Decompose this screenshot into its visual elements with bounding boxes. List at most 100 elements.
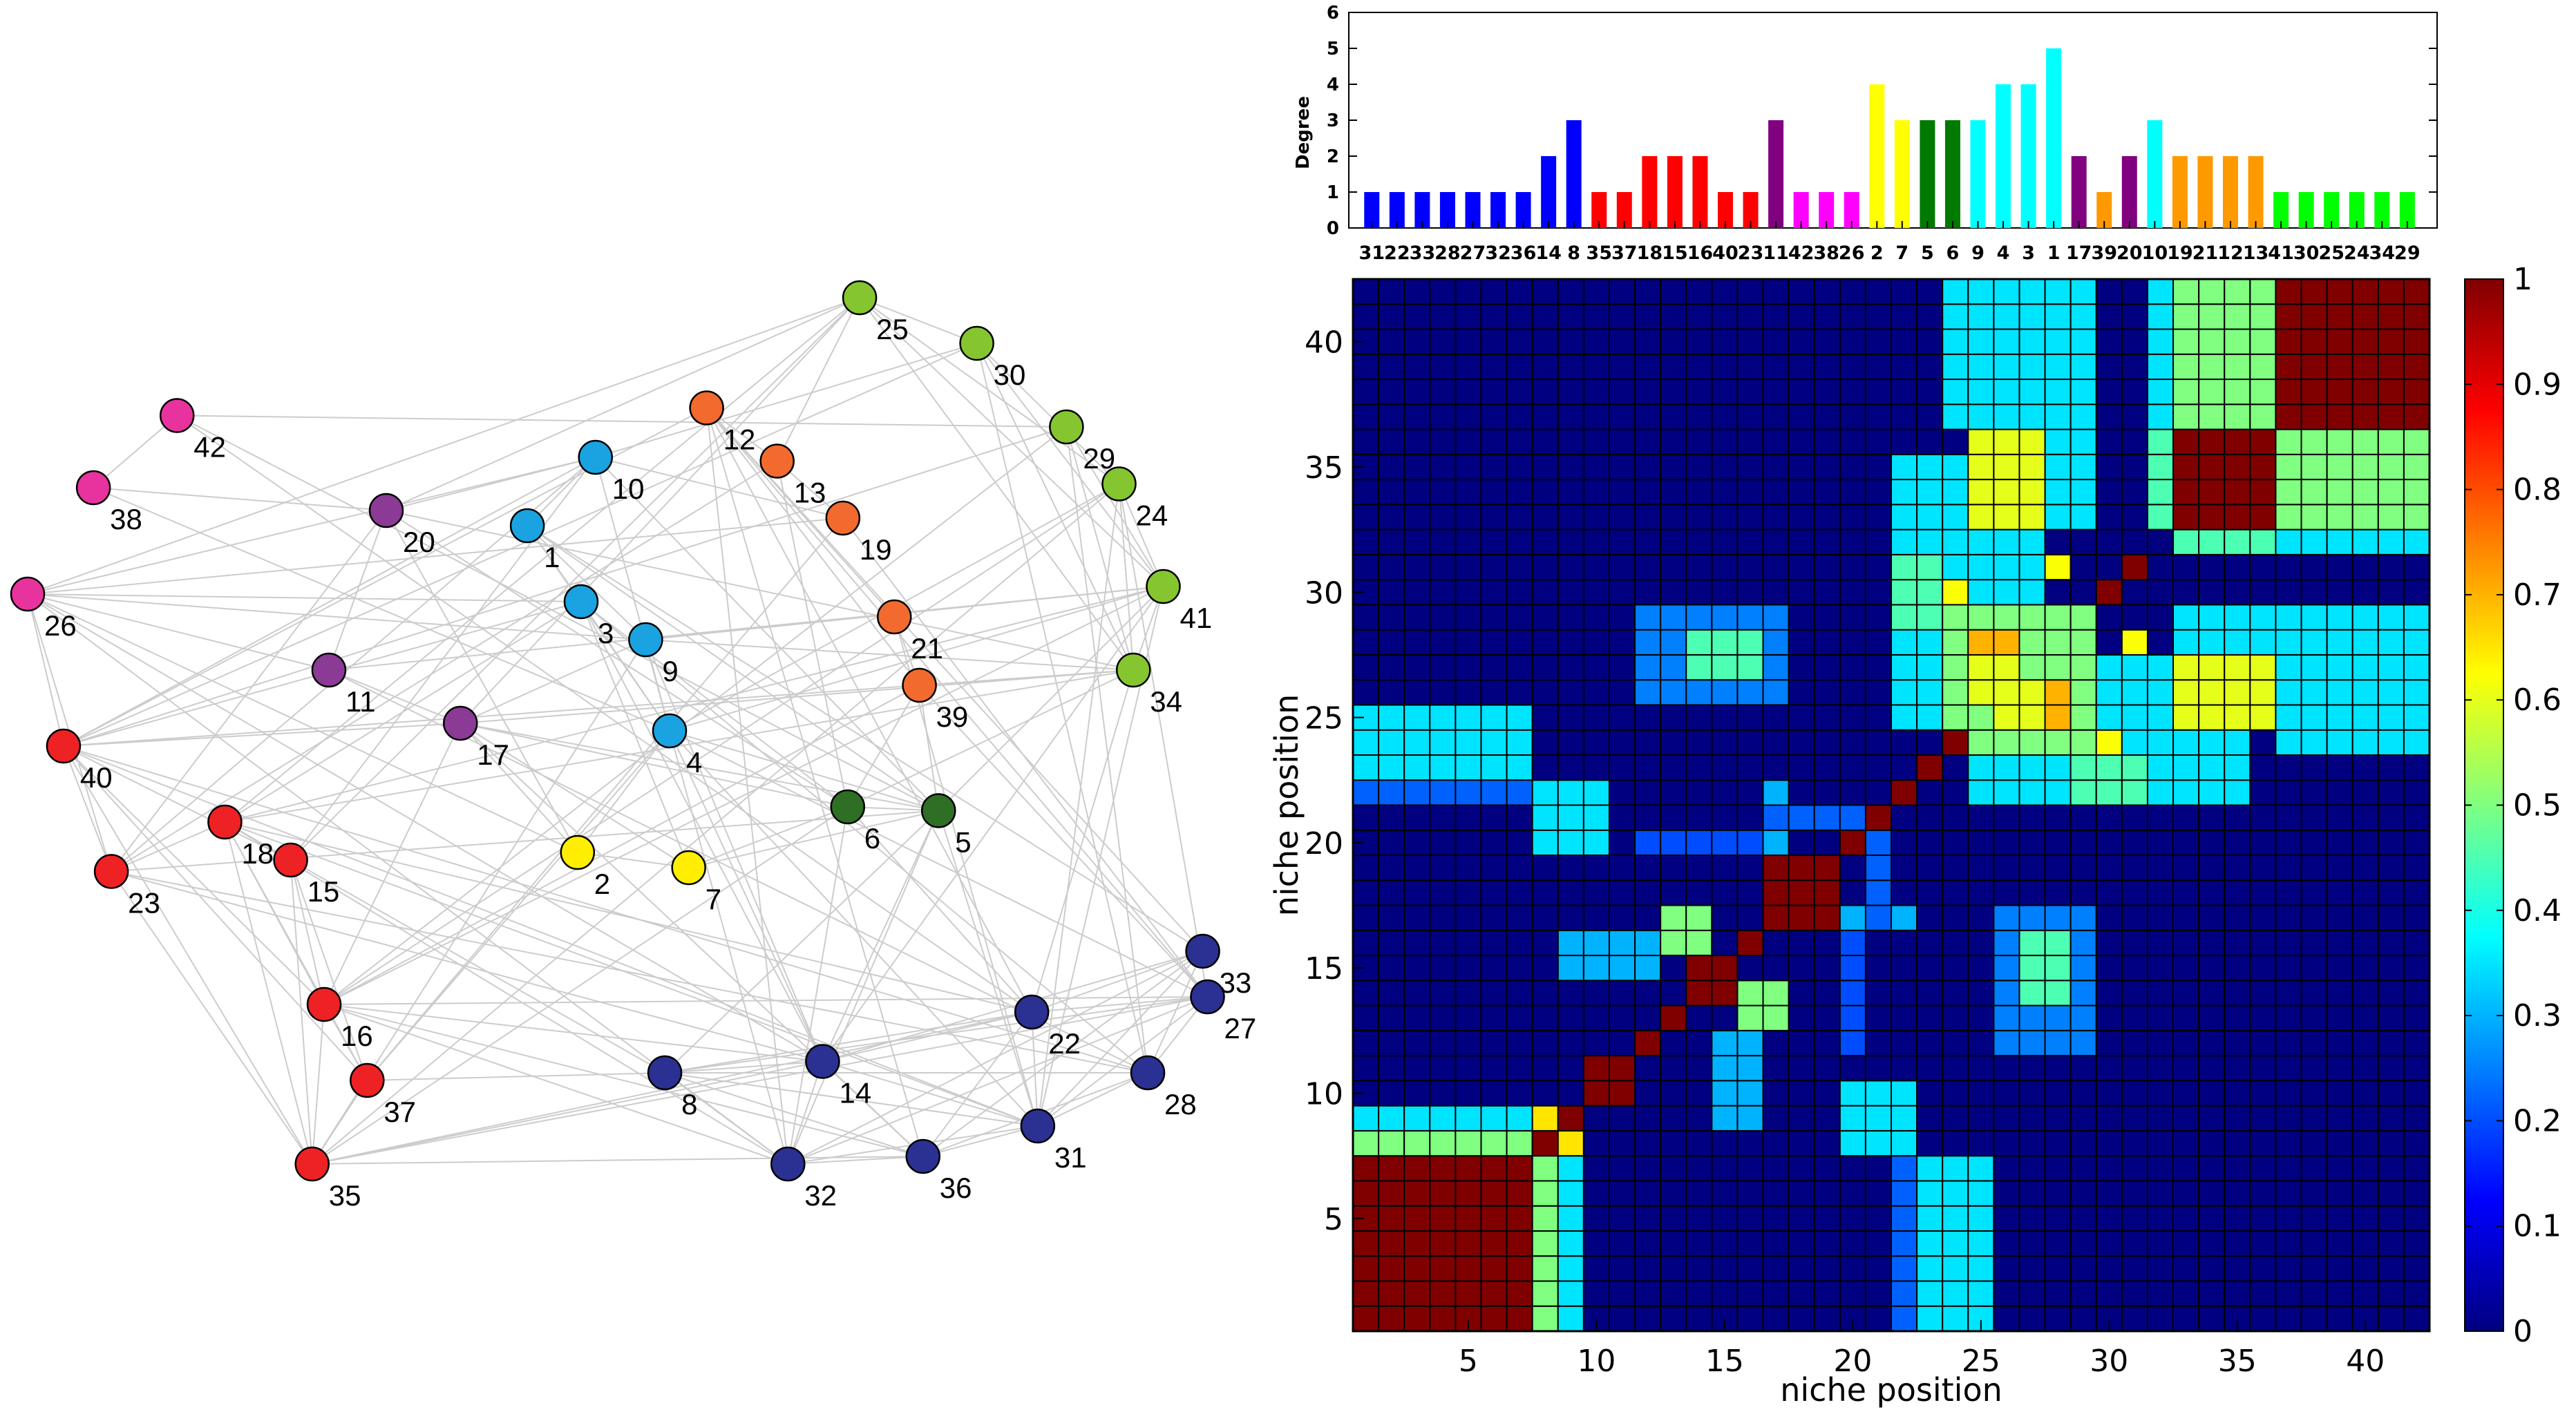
heatmap-cell	[2377, 855, 2405, 881]
heatmap-cell	[1378, 929, 1405, 957]
network-node-label: 21	[911, 632, 943, 665]
heatmap-cell	[1403, 403, 1431, 430]
heatmap-cell	[1864, 1029, 1893, 1057]
heatmap-cell	[2044, 278, 2072, 305]
heatmap-cell	[2249, 579, 2277, 606]
heatmap-y-tick-label: 35	[1305, 450, 1343, 486]
heatmap-cell	[1762, 278, 1790, 305]
degree-x-tick-label: 33	[1410, 242, 1436, 264]
heatmap-cell	[1788, 1305, 1815, 1332]
heatmap-cell	[1352, 379, 1380, 406]
heatmap-cell	[1967, 779, 1995, 806]
degree-bar-40	[1717, 192, 1733, 228]
heatmap-cell	[1864, 604, 1893, 631]
heatmap-cell	[2300, 428, 2328, 455]
degree-bar-28	[1439, 192, 1455, 228]
heatmap-cell	[1993, 1004, 2020, 1031]
heatmap-cell	[1429, 453, 1457, 481]
heatmap-cell	[2224, 1205, 2251, 1232]
degree-x-tick-label: 22	[1384, 242, 1410, 264]
heatmap-cell	[1378, 428, 1405, 455]
heatmap-cell	[2249, 1230, 2277, 1257]
heatmap-cell	[2275, 278, 2302, 305]
heatmap-cell	[1352, 303, 1380, 330]
heatmap-cell	[1813, 629, 1841, 656]
colorbar-tick-label: 0.4	[2513, 893, 2561, 928]
network-edge	[323, 1004, 924, 1157]
network-node-label: 16	[341, 1020, 373, 1052]
heatmap-cell	[2198, 1080, 2226, 1107]
heatmap-cell	[2172, 379, 2200, 406]
heatmap-cell	[1634, 779, 1662, 806]
heatmap-cell	[2044, 528, 2072, 555]
heatmap-cell	[2300, 504, 2328, 531]
heatmap-cell	[2121, 855, 2148, 881]
colorbar-tick-label: 0.9	[2513, 367, 2561, 402]
heatmap-cell	[1429, 379, 1457, 406]
heatmap-cell	[1403, 855, 1431, 881]
network-edge	[705, 407, 1209, 998]
heatmap-cell	[2018, 453, 2046, 481]
heatmap-cell	[2018, 1280, 2046, 1307]
degree-x-tick-label: 35	[1586, 242, 1612, 264]
heatmap-cell	[1531, 679, 1559, 706]
heatmap-cell	[2224, 1029, 2251, 1057]
heatmap-cell	[1582, 278, 1610, 305]
network-edge	[664, 1072, 788, 1165]
heatmap-cell	[1813, 1129, 1841, 1157]
heatmap-cell	[2300, 653, 2328, 681]
heatmap-cell	[1736, 379, 1764, 406]
heatmap-cell	[1455, 453, 1482, 481]
heatmap-cell	[2146, 604, 2175, 631]
degree-x-tick-label: 32	[1485, 242, 1511, 264]
heatmap-cell	[2249, 929, 2277, 957]
heatmap-cell	[2377, 1055, 2405, 1082]
heatmap-cell	[2121, 779, 2148, 806]
heatmap-cell	[1916, 504, 1944, 531]
heatmap-cell	[1378, 1129, 1405, 1157]
network-edge	[1037, 1072, 1148, 1127]
heatmap-cell	[1813, 980, 1841, 1006]
heatmap-cell	[2275, 1129, 2302, 1157]
heatmap-cell	[2172, 1180, 2200, 1207]
heatmap-cell	[1557, 553, 1584, 581]
heatmap-cell	[2300, 604, 2328, 631]
heatmap-cell	[1634, 403, 1662, 430]
network-edge	[577, 730, 670, 853]
heatmap-cell	[1891, 855, 1918, 881]
heatmap-cell	[1711, 504, 1739, 531]
network-node-label: 38	[110, 503, 142, 535]
heatmap-cell	[2351, 1029, 2379, 1057]
heatmap-y-axis-label: niche position	[1268, 694, 1305, 917]
heatmap-cell	[1429, 604, 1457, 631]
heatmap-cell	[1531, 904, 1559, 931]
degree-bar-42	[1793, 192, 1809, 228]
heatmap-cell	[2249, 1029, 2277, 1057]
heatmap-cell	[1531, 804, 1559, 831]
heatmap-cell	[1506, 553, 1533, 581]
heatmap-cell	[1608, 453, 1636, 481]
heatmap-cell	[2351, 1004, 2379, 1031]
heatmap-cell	[1634, 1129, 1662, 1157]
heatmap-cell	[1839, 1080, 1866, 1107]
heatmap-cell	[2275, 1255, 2302, 1282]
degree-x-tick-label: 21	[2193, 242, 2219, 264]
network-node-label: 3	[598, 617, 614, 649]
heatmap-cell	[1455, 1105, 1482, 1132]
heatmap-cell	[2300, 1004, 2328, 1031]
heatmap-cell	[1352, 1180, 1380, 1207]
heatmap-cell	[1582, 403, 1610, 430]
colorbar-tick-label: 0.3	[2513, 998, 2561, 1033]
heatmap-cell	[2224, 1155, 2251, 1182]
heatmap-cell	[1634, 1230, 1662, 1257]
network-edge	[1037, 951, 1204, 1127]
heatmap-cell	[2300, 579, 2328, 606]
heatmap-cell	[2172, 1105, 2200, 1132]
heatmap-cell	[1531, 629, 1559, 656]
heatmap-cell	[1660, 855, 1687, 881]
network-edge	[1031, 1011, 1039, 1127]
heatmap-cell	[1352, 1255, 1380, 1282]
heatmap-cell	[1660, 1080, 1687, 1107]
